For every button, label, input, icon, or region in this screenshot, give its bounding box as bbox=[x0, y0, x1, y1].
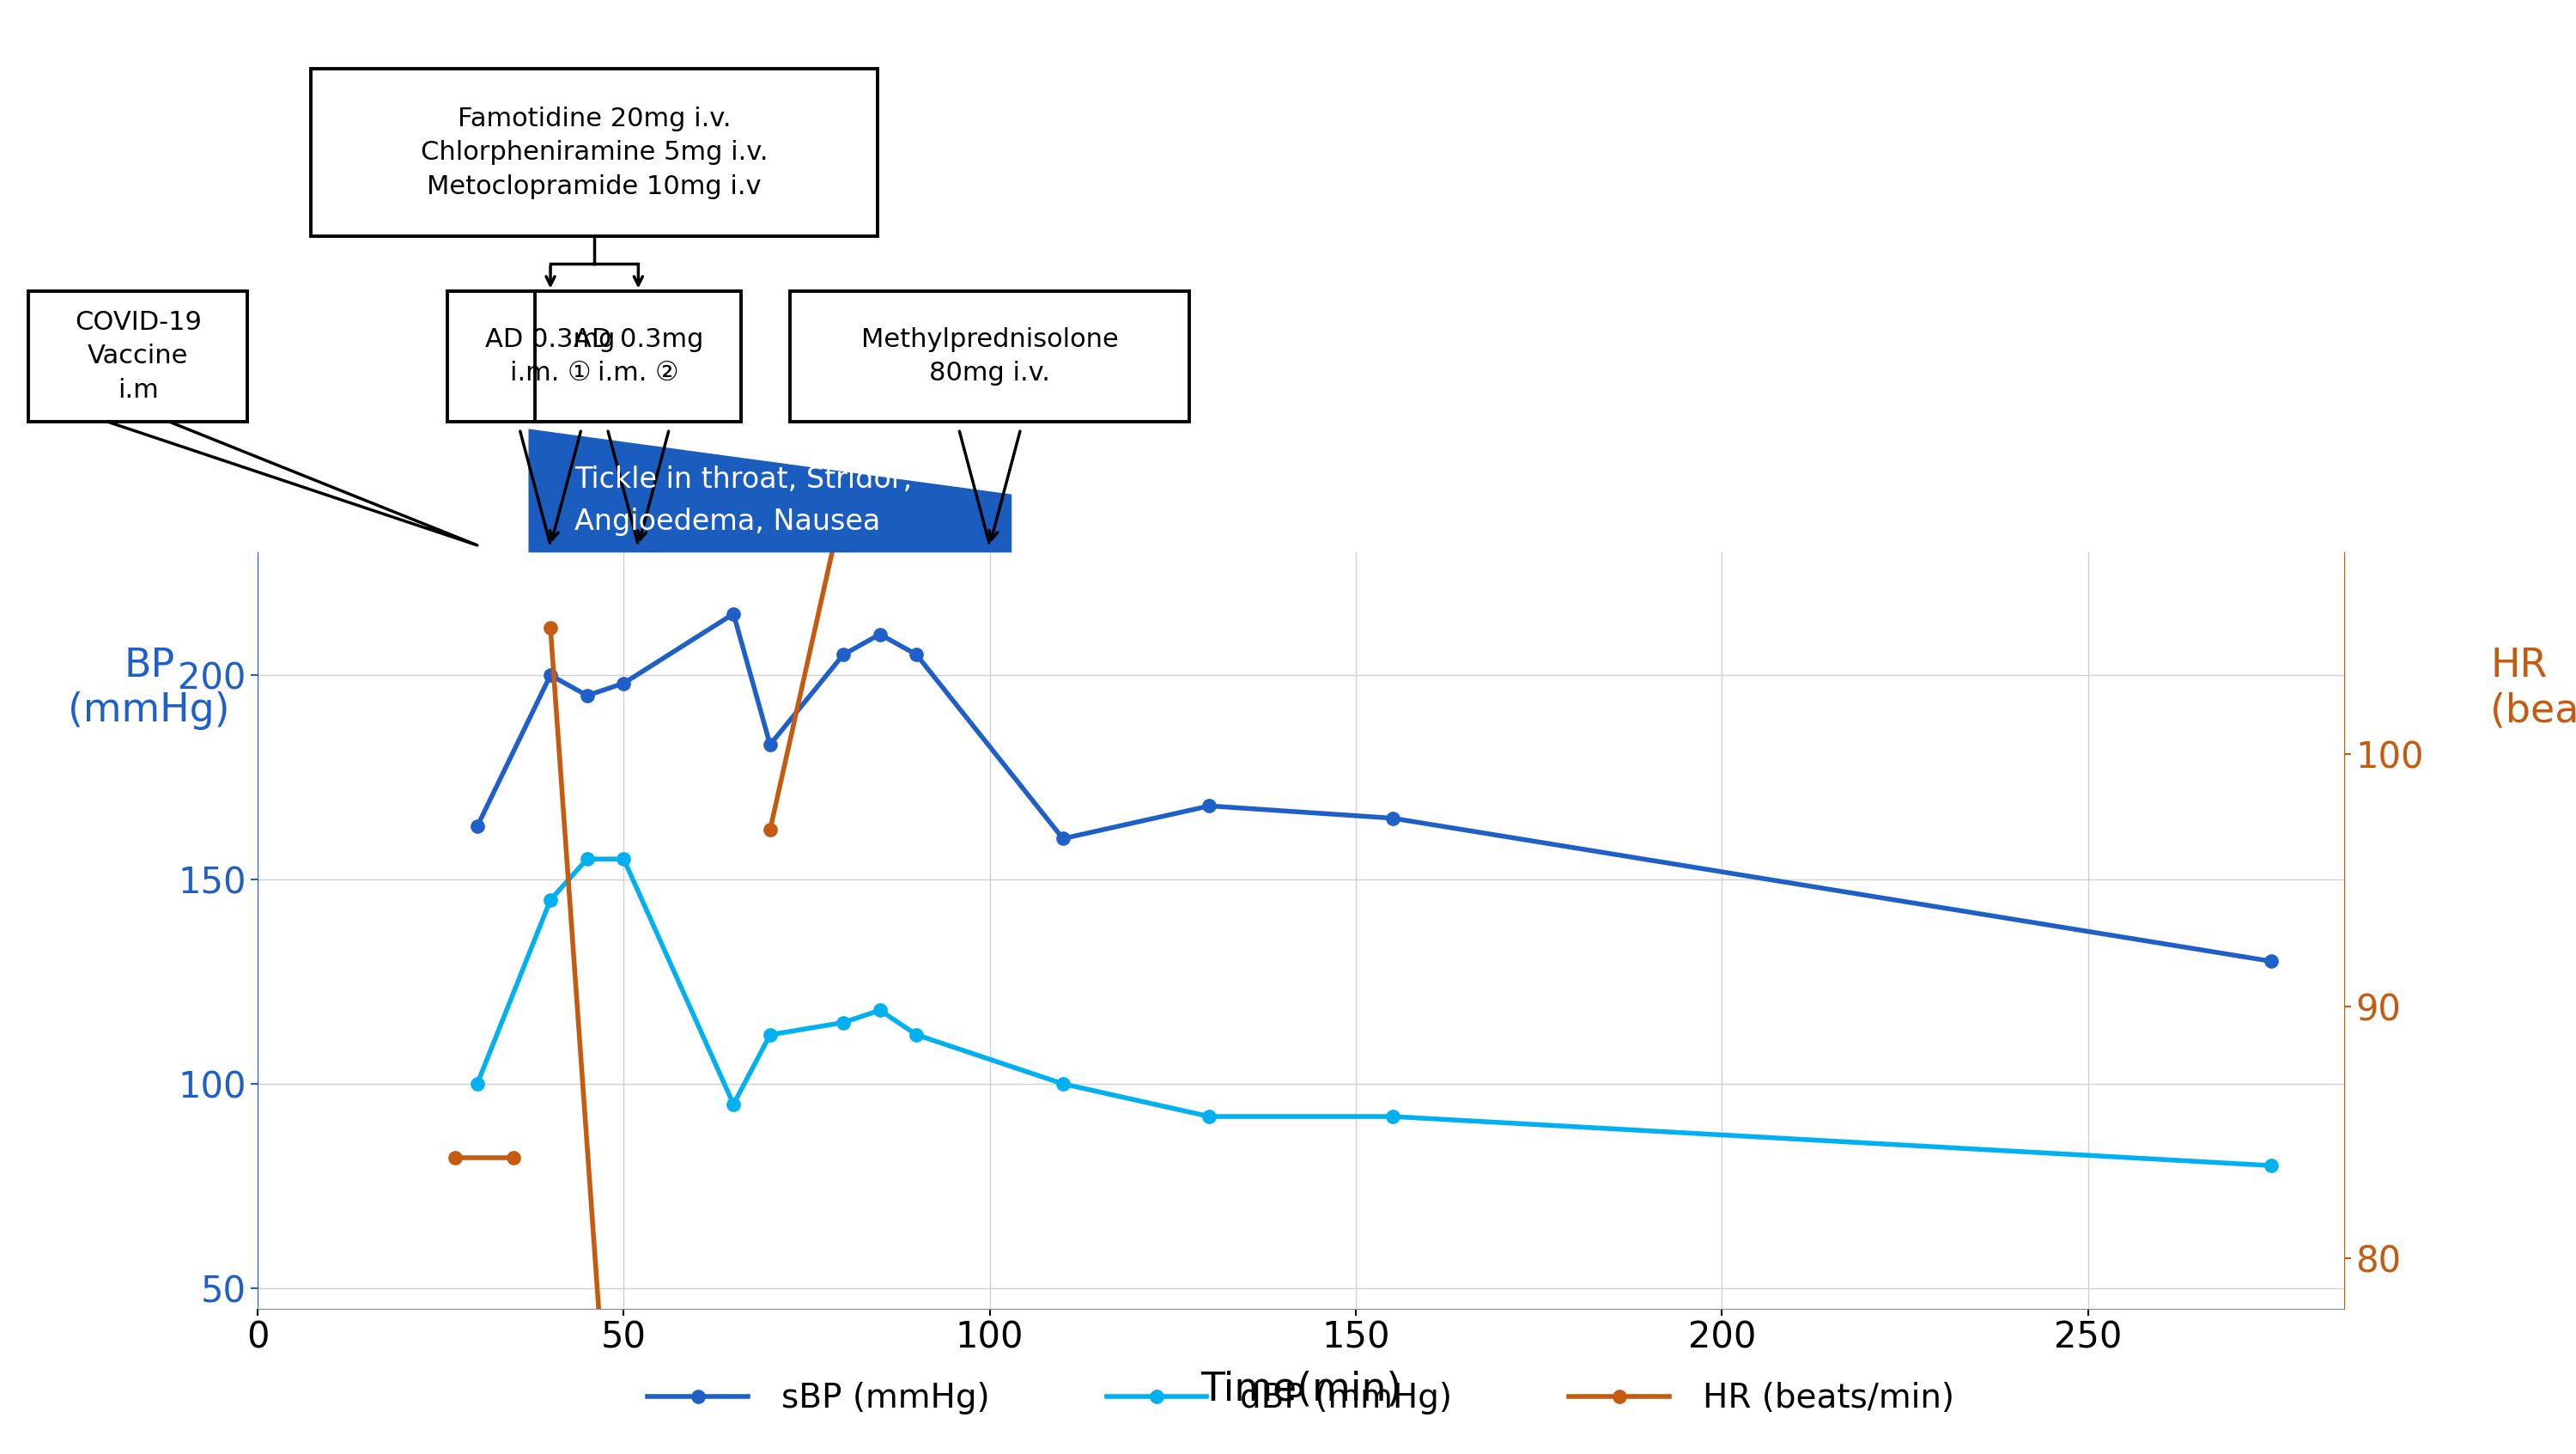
Text: AD 0.3mg
i.m. ②: AD 0.3mg i.m. ② bbox=[574, 327, 703, 385]
Text: Famotidine 20mg i.v.
Chlorpheniramine 5mg i.v.
Metoclopramide 10mg i.v: Famotidine 20mg i.v. Chlorpheniramine 5m… bbox=[420, 106, 768, 199]
Y-axis label: HR
(beats/min): HR (beats/min) bbox=[2491, 647, 2576, 730]
Bar bbox=[28, 291, 247, 422]
Text: Tickle in throat, Stridor,
Angioedema, Nausea: Tickle in throat, Stridor, Angioedema, N… bbox=[574, 465, 912, 535]
Bar bbox=[448, 291, 654, 422]
X-axis label: Time(min): Time(min) bbox=[1200, 1370, 1401, 1409]
Legend: sBP (mmHg), dBP (mmHg), HR (beats/min): sBP (mmHg), dBP (mmHg), HR (beats/min) bbox=[634, 1368, 1968, 1428]
Polygon shape bbox=[528, 429, 1012, 553]
Text: AD 0.3mg
i.m. ①: AD 0.3mg i.m. ① bbox=[484, 327, 616, 385]
Y-axis label: BP
(mmHg): BP (mmHg) bbox=[67, 647, 229, 730]
Bar bbox=[791, 291, 1190, 422]
Bar bbox=[312, 68, 878, 236]
Text: Methylprednisolone
80mg i.v.: Methylprednisolone 80mg i.v. bbox=[860, 327, 1118, 385]
Bar bbox=[536, 291, 742, 422]
Text: COVID-19
Vaccine
i.m: COVID-19 Vaccine i.m bbox=[75, 310, 201, 403]
